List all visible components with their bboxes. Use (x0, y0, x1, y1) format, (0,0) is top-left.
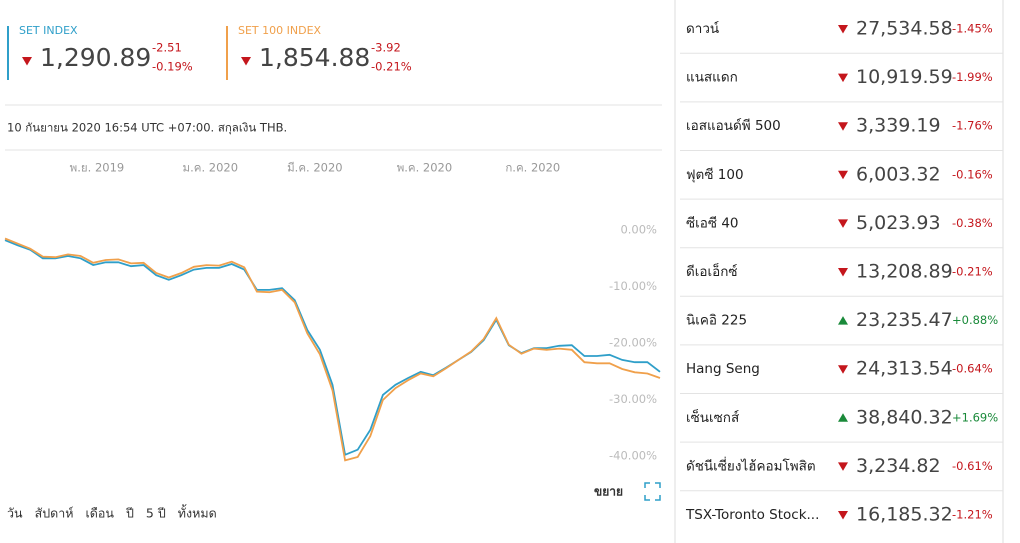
index-change: -3.92 (371, 41, 401, 55)
index-change-pct: -0.19% (152, 60, 193, 74)
market-change: -1.76% (952, 119, 993, 133)
direction-arrow (22, 57, 32, 66)
range-button[interactable]: สัปดาห์ (35, 506, 74, 521)
x-tick-label: ม.ค. 2020 (183, 161, 239, 175)
market-name[interactable]: นิเคอิ 225 (686, 313, 747, 329)
market-name[interactable]: เอสแอนด์พี 500 (686, 117, 781, 134)
direction-arrow (838, 122, 848, 131)
expand-icon[interactable] (644, 482, 661, 501)
direction-arrow (838, 25, 848, 34)
series-line (4, 237, 661, 462)
direction-arrow (838, 73, 848, 83)
market-change: +1.69% (952, 410, 998, 424)
market-value: 23,235.47 (856, 309, 953, 331)
market-change: -0.16% (952, 167, 993, 181)
direction-arrow (838, 511, 848, 520)
range-button[interactable]: เดือน (86, 506, 115, 521)
y-tick-label: 0.00% (620, 223, 657, 237)
direction-arrow (838, 413, 848, 422)
index-change-pct: -0.21% (371, 60, 412, 74)
index-name: SET 100 INDEX (238, 24, 322, 37)
market-name[interactable]: เซ็นเซกส์ (686, 408, 739, 426)
market-name[interactable]: ซีเอซี 40 (686, 215, 739, 231)
market-change: +0.88% (952, 313, 998, 327)
range-button[interactable]: ทั้งหมด (178, 504, 217, 521)
x-tick-label: ก.ค. 2020 (505, 161, 560, 175)
market-change: -0.21% (952, 265, 993, 279)
market-change: -0.64% (952, 362, 993, 376)
market-change: -0.38% (952, 216, 993, 230)
market-value: 3,234.82 (856, 455, 941, 477)
x-tick-label: พ.ย. 2019 (70, 161, 125, 175)
market-name[interactable]: ฟุตซี 100 (686, 167, 744, 183)
y-tick-label: -10.00% (609, 279, 657, 293)
market-value: 13,208.89 (856, 261, 953, 283)
x-tick-label: พ.ค. 2020 (397, 161, 453, 175)
x-tick-label: มี.ค. 2020 (287, 161, 343, 175)
market-change: -1.99% (952, 70, 993, 84)
direction-arrow (838, 268, 848, 277)
market-name[interactable]: ดีเอเอ็กซ์ (686, 262, 738, 280)
index-value: 1,290.89 (40, 43, 151, 72)
market-value: 10,919.59 (856, 66, 953, 88)
market-change: -0.61% (952, 459, 993, 473)
y-tick-label: -30.00% (609, 392, 657, 406)
y-tick-label: -20.00% (609, 335, 657, 349)
market-value: 38,840.32 (856, 406, 953, 428)
direction-arrow (838, 365, 848, 374)
market-value: 16,185.32 (856, 504, 953, 526)
market-name[interactable]: ดัชนีเซี่ยงไฮ้คอมโพสิต (686, 456, 816, 474)
index-value: 1,854.88 (259, 43, 370, 72)
market-name[interactable]: TSX-Toronto Stock... (685, 507, 819, 523)
direction-arrow (838, 170, 848, 180)
direction-arrow (241, 57, 251, 66)
market-value: 27,534.58 (856, 18, 953, 40)
market-name[interactable]: แนสแดก (686, 70, 738, 86)
index-change: -2.51 (152, 41, 182, 55)
y-tick-label: -40.00% (609, 448, 657, 462)
market-value: 24,313.54 (856, 358, 953, 380)
direction-arrow (838, 219, 848, 228)
expand-button[interactable]: ขยาย (594, 485, 623, 499)
market-value: 6,003.32 (856, 163, 941, 185)
market-value: 3,339.19 (856, 115, 941, 137)
index-name: SET INDEX (19, 24, 78, 37)
direction-arrow (838, 462, 848, 471)
market-name[interactable]: ดาวน์ (686, 20, 719, 37)
market-value: 5,023.93 (856, 212, 941, 234)
info-text: 10 กันยายน 2020 16:54 UTC +07:00. สกุลเง… (7, 121, 287, 135)
market-change: -1.45% (952, 22, 993, 36)
range-button[interactable]: 5 ปี (146, 506, 166, 521)
range-button[interactable]: วัน (7, 506, 23, 521)
market-name[interactable]: Hang Seng (686, 361, 760, 377)
range-button[interactable]: ปี (126, 506, 134, 521)
market-change: -1.21% (952, 508, 993, 522)
series-line (4, 239, 661, 457)
direction-arrow (838, 316, 848, 325)
